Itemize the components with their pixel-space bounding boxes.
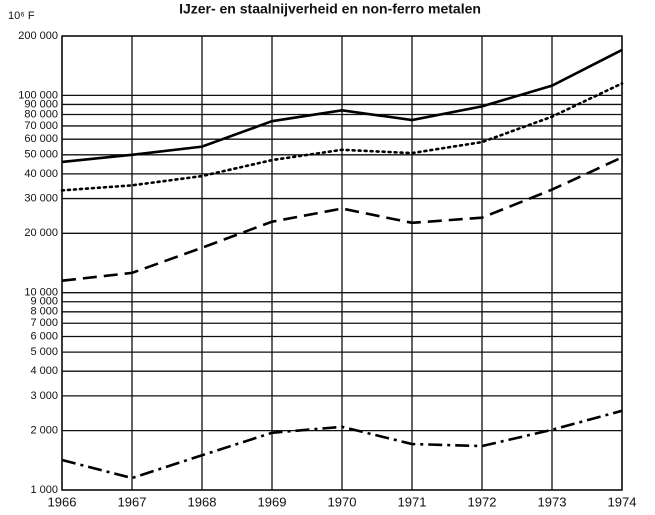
y-tick-label: 90 000 [24, 98, 58, 110]
line-series [60, 82, 624, 192]
plot-frame [61, 35, 623, 491]
x-tick-label: 1971 [398, 494, 427, 509]
y-tick-label: 1 000 [30, 484, 58, 496]
y-tick-label: 6 000 [30, 330, 58, 342]
x-tick-label: 1974 [608, 494, 637, 509]
line-series [61, 156, 623, 283]
x-tick-label: 1967 [118, 494, 147, 509]
y-axis-label: 10⁶ F [8, 10, 35, 22]
y-tick-label: 80 000 [24, 108, 58, 120]
y-tick-label: 70 000 [24, 120, 58, 132]
x-tick-label: 1972 [468, 494, 497, 509]
line-series [61, 48, 623, 164]
y-tick-label: 100 000 [18, 89, 58, 101]
y-tick-label: 60 000 [24, 133, 58, 145]
y-tick-label: 9 000 [30, 296, 58, 308]
x-tick-label: 1969 [258, 494, 287, 509]
y-tick-label: 30 000 [24, 192, 58, 204]
x-tick-label: 1970 [328, 494, 357, 509]
y-tick-label: 4 000 [30, 365, 58, 377]
chart-title: IJzer- en staalnijverheid en non-ferro m… [179, 1, 481, 17]
y-tick-label: 7 000 [30, 317, 58, 329]
y-tick-label: 20 000 [24, 227, 58, 239]
line-series [61, 409, 623, 480]
x-tick-label: 1973 [538, 494, 567, 509]
y-tick-label: 200 000 [18, 30, 58, 42]
y-tick-label: 10 000 [24, 287, 58, 299]
y-tick-label: 8 000 [30, 306, 58, 318]
y-tick-label: 2 000 [30, 425, 58, 437]
y-tick-label: 3 000 [30, 390, 58, 402]
y-tick-label: 40 000 [24, 168, 58, 180]
x-tick-label: 1968 [188, 494, 217, 509]
y-tick-label: 50 000 [24, 149, 58, 161]
y-tick-label: 5 000 [30, 346, 58, 358]
x-tick-label: 1966 [48, 494, 77, 509]
